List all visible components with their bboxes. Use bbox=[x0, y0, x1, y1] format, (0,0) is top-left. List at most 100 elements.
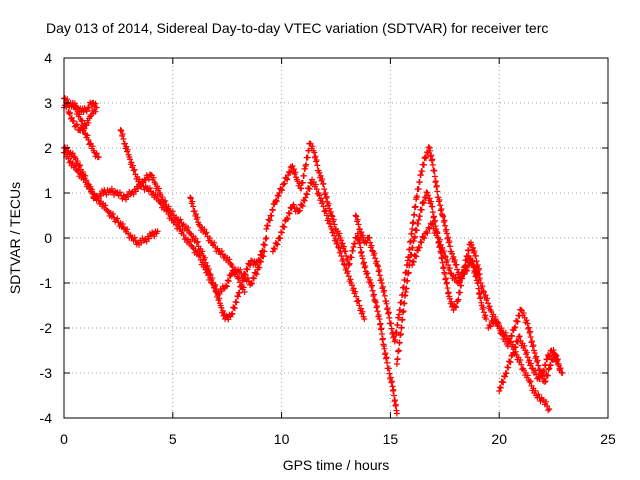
data-point bbox=[330, 227, 337, 234]
data-point bbox=[340, 256, 347, 263]
data-point bbox=[442, 253, 449, 260]
data-point bbox=[327, 218, 334, 225]
data-point bbox=[368, 242, 375, 249]
data-point bbox=[329, 213, 336, 220]
data-point bbox=[350, 244, 357, 250]
data-point bbox=[452, 303, 459, 310]
data-point bbox=[475, 271, 482, 278]
data-point bbox=[312, 153, 319, 160]
data-point bbox=[416, 178, 423, 185]
data-point bbox=[273, 240, 280, 247]
data-point bbox=[201, 261, 208, 268]
data-point bbox=[69, 150, 76, 157]
data-point bbox=[388, 325, 395, 332]
data-point bbox=[455, 278, 462, 285]
data-point bbox=[541, 368, 548, 375]
data-point bbox=[301, 197, 308, 204]
data-point bbox=[406, 257, 413, 264]
data-point bbox=[330, 216, 337, 223]
data-point bbox=[129, 162, 136, 169]
data-point bbox=[274, 241, 281, 248]
data-point bbox=[512, 324, 519, 331]
data-point bbox=[171, 217, 178, 224]
data-point bbox=[503, 370, 510, 377]
data-point bbox=[371, 250, 378, 257]
data-point bbox=[296, 207, 303, 214]
data-point bbox=[544, 372, 551, 379]
data-point bbox=[306, 185, 313, 192]
data-point bbox=[381, 292, 388, 299]
data-point bbox=[212, 281, 219, 288]
data-point bbox=[82, 172, 89, 179]
data-point bbox=[325, 215, 332, 222]
data-point bbox=[426, 195, 433, 202]
data-point bbox=[159, 194, 166, 201]
data-point bbox=[532, 387, 539, 394]
data-point bbox=[236, 274, 243, 281]
data-point bbox=[244, 275, 251, 282]
data-point bbox=[504, 343, 511, 349]
data-point bbox=[204, 267, 211, 274]
data-point bbox=[331, 232, 338, 239]
data-point bbox=[275, 193, 282, 200]
data-point bbox=[479, 283, 486, 290]
data-point bbox=[398, 324, 405, 331]
data-point bbox=[224, 277, 231, 284]
data-point bbox=[449, 250, 456, 257]
data-point bbox=[340, 243, 347, 250]
data-point bbox=[195, 253, 202, 259]
data-point bbox=[546, 365, 553, 372]
data-point bbox=[285, 168, 292, 175]
data-point bbox=[317, 172, 324, 179]
series-track-f bbox=[187, 194, 248, 295]
data-point bbox=[376, 267, 383, 274]
data-point bbox=[496, 325, 503, 332]
data-point bbox=[423, 149, 430, 156]
data-point bbox=[425, 144, 432, 151]
data-point bbox=[433, 182, 440, 189]
data-point bbox=[237, 266, 244, 273]
data-point bbox=[405, 269, 412, 276]
data-point bbox=[452, 274, 459, 281]
data-point bbox=[409, 244, 416, 251]
data-point bbox=[443, 279, 450, 286]
data-point bbox=[284, 176, 291, 183]
data-point bbox=[233, 268, 240, 275]
data-point bbox=[362, 263, 369, 270]
data-point bbox=[381, 345, 388, 352]
data-point bbox=[386, 370, 393, 377]
data-point bbox=[391, 333, 398, 340]
data-point bbox=[69, 100, 76, 107]
data-point bbox=[524, 354, 531, 361]
data-point bbox=[396, 339, 403, 346]
data-point bbox=[194, 238, 201, 245]
data-point bbox=[440, 213, 447, 220]
data-point bbox=[415, 220, 422, 227]
data-point bbox=[434, 188, 441, 195]
data-point bbox=[557, 365, 564, 372]
data-point bbox=[542, 398, 549, 405]
data-point bbox=[545, 352, 552, 359]
data-point bbox=[226, 256, 233, 263]
data-point bbox=[505, 364, 512, 371]
data-point bbox=[248, 280, 255, 286]
data-point bbox=[418, 239, 425, 246]
data-point bbox=[89, 143, 96, 150]
data-point bbox=[480, 304, 487, 311]
data-point bbox=[244, 266, 251, 273]
data-point bbox=[298, 202, 305, 209]
data-point bbox=[439, 244, 446, 251]
data-point bbox=[344, 268, 351, 275]
data-point bbox=[394, 321, 401, 328]
data-point bbox=[442, 275, 449, 282]
data-point bbox=[374, 263, 381, 270]
data-point bbox=[485, 300, 492, 307]
data-point bbox=[235, 293, 242, 300]
data-point bbox=[448, 298, 455, 305]
data-point bbox=[413, 227, 420, 234]
data-point bbox=[64, 96, 71, 103]
data-point bbox=[518, 361, 525, 368]
data-point bbox=[114, 215, 121, 222]
data-point bbox=[319, 176, 326, 183]
data-point bbox=[85, 136, 92, 143]
